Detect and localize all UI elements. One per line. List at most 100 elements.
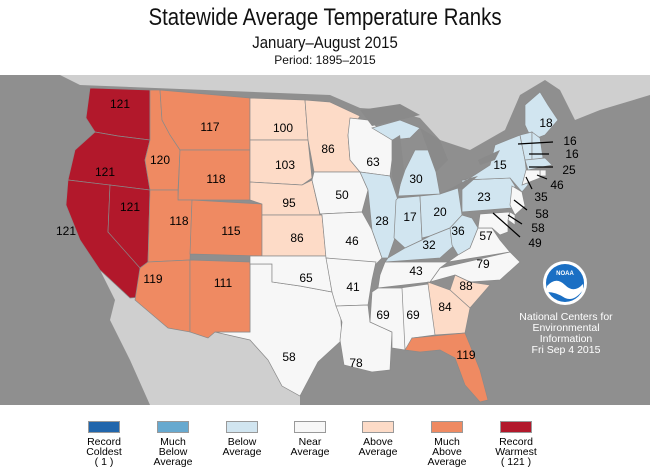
rank-label-ok: 65 (299, 271, 313, 285)
credit-line: Information (539, 333, 593, 345)
rank-label-ne: 95 (282, 196, 296, 210)
rank-label-ut: 118 (169, 214, 188, 228)
legend-item-much-below: Much Below Average (138, 421, 208, 467)
legend-swatch (294, 421, 326, 433)
rank-label-wv: 36 (451, 224, 465, 238)
rank-label-la: 78 (349, 356, 363, 370)
legend-label: Average (427, 456, 467, 468)
legend-item-near: Near Average (275, 421, 345, 457)
rank-label-tx: 58 (282, 350, 296, 364)
credit-line: Environmental (532, 322, 600, 334)
legend-label: Record (499, 436, 533, 448)
rank-label-nv: 121 (120, 200, 140, 214)
state-ms[interactable] (369, 287, 406, 351)
lake-ontario (478, 150, 500, 165)
rank-label-ca: 121 (56, 224, 76, 238)
rank-label-mn: 86 (321, 142, 335, 156)
rank-label-fl: 119 (456, 348, 475, 362)
rank-label-ct: 35 (534, 190, 548, 204)
legend-swatch (157, 421, 189, 433)
legend-swatch (88, 421, 120, 433)
rank-label-nh: 16 (565, 147, 579, 161)
state-tn[interactable] (377, 261, 450, 289)
rank-label-md: 49 (528, 236, 542, 250)
rank-label-ma: 25 (562, 163, 576, 177)
noaa-logo-text: NOAA (556, 271, 574, 277)
legend-label: ( 1 ) (94, 456, 114, 468)
rank-label-vt: 16 (563, 134, 577, 148)
legend-label: Average (290, 446, 330, 458)
noaa-logo: NOAA (543, 261, 587, 305)
legend-label: ( 121 ) (500, 456, 532, 468)
leader-line (525, 176, 533, 190)
legend-swatch (431, 421, 463, 433)
state-sd[interactable] (249, 139, 313, 186)
state-ri[interactable] (539, 169, 547, 177)
rank-label-mt: 117 (200, 120, 219, 134)
state-nj[interactable] (509, 185, 526, 216)
legend-item-above: Above Average (343, 421, 413, 457)
legend-label: Near (298, 436, 322, 448)
leader-line (507, 214, 523, 225)
rank-label-sc: 88 (459, 279, 473, 293)
state-nc[interactable] (429, 251, 521, 283)
rank-label-nc: 79 (476, 257, 490, 271)
state-mi-upper[interactable] (371, 119, 421, 141)
state-me[interactable] (524, 91, 559, 141)
state-mo[interactable] (318, 211, 383, 265)
rank-label-ky: 32 (422, 238, 436, 252)
legend-swatch (500, 421, 532, 433)
legend-item-much-above: Much Above Average (412, 421, 482, 467)
rank-label-sd: 103 (275, 158, 295, 172)
legend-label: Below (158, 446, 188, 458)
credit-text: National Centers for Environmental Infor… (518, 312, 614, 356)
state-sc[interactable] (449, 274, 491, 309)
rank-label-co: 115 (221, 224, 240, 238)
state-la[interactable] (335, 304, 393, 373)
rank-label-va: 57 (479, 229, 493, 243)
rank-label-tn: 43 (409, 264, 423, 278)
canada (0, 75, 650, 150)
rank-label-mi: 30 (409, 172, 423, 186)
leader-line (492, 212, 521, 238)
legend-label: Average (153, 456, 193, 468)
rank-label-ny: 15 (493, 158, 507, 172)
state-nm[interactable] (189, 259, 251, 339)
legend-label: Above (432, 446, 462, 458)
period-text: Period: 1895–2015 (274, 53, 376, 67)
subtitle: January–August 2015 (252, 33, 398, 52)
rank-label-pa: 23 (477, 190, 491, 204)
legend-item-record-warmest: Record Warmest( 121 ) (481, 421, 551, 467)
legend-label: Above (363, 436, 393, 448)
credit-date: Fri Sep 4 2015 (531, 344, 601, 356)
rank-label-ga: 84 (438, 300, 452, 314)
rank-label-il: 28 (375, 214, 389, 228)
credit-line: National Centers for (519, 311, 613, 323)
state-fl[interactable] (404, 332, 489, 403)
leader-line (513, 199, 528, 211)
legend-label: Much (434, 436, 460, 448)
rank-label-me: 18 (539, 116, 553, 130)
rank-label-ks: 86 (290, 231, 304, 245)
rank-label-de: 58 (531, 221, 545, 235)
legend-item-below: Below Average (207, 421, 277, 457)
legend-label: Warmest (495, 446, 537, 458)
rank-label-ms: 69 (376, 308, 390, 322)
rank-label-az: 119 (143, 272, 162, 286)
state-ct[interactable] (521, 169, 541, 186)
rank-label-oh: 20 (433, 205, 447, 219)
rank-label-wa: 121 (110, 97, 130, 111)
legend-label: Average (358, 446, 398, 458)
legend-label: Much (160, 436, 186, 448)
rank-label-wi: 63 (366, 155, 380, 169)
legend-item-record-coldest: Record Coldest( 1 ) (69, 421, 139, 467)
rank-label-nm: 111 (214, 276, 233, 290)
legend-swatch (362, 421, 394, 433)
legend-label: Average (222, 446, 262, 458)
us-state-map: 121 121 121 121 120 117 118 118 115 119 58 111 100 10… (0, 75, 650, 405)
leader-line (536, 174, 548, 180)
rank-label-ar: 41 (346, 280, 360, 294)
legend-label: Below (227, 436, 257, 448)
legend-label: Coldest (86, 446, 122, 458)
rank-label-al: 69 (406, 308, 420, 322)
